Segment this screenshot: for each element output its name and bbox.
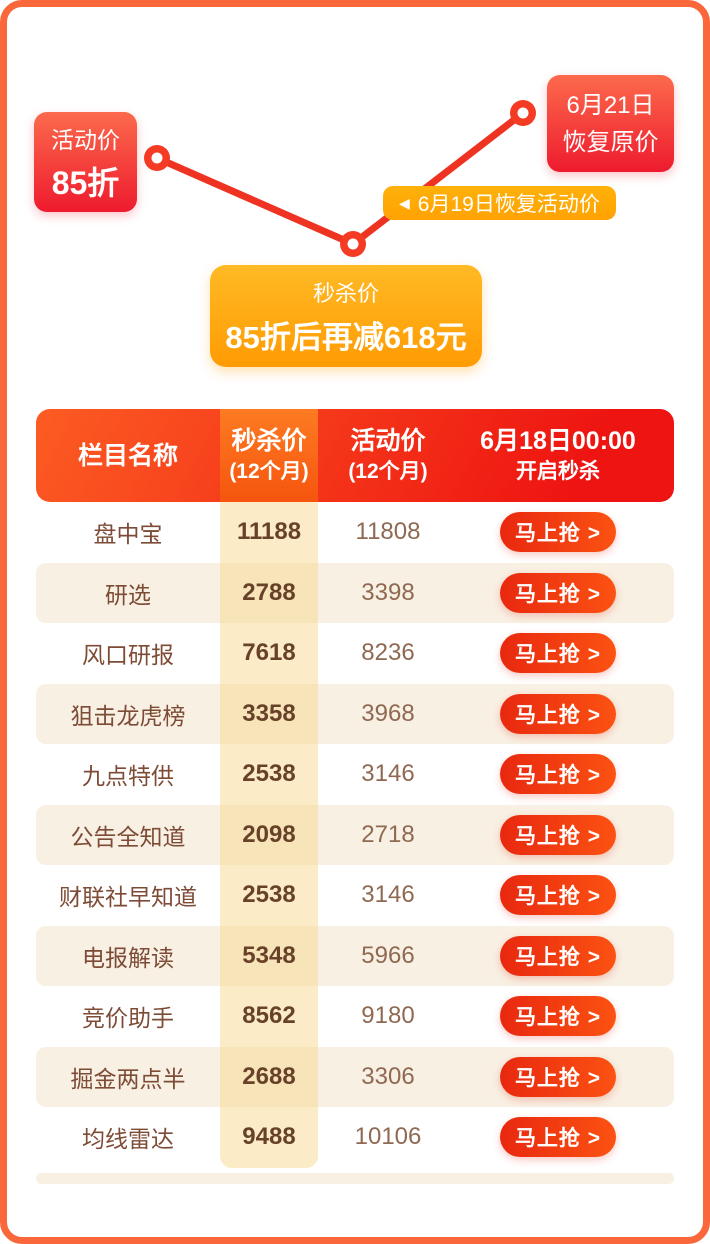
row-activity-price: 3306 bbox=[361, 1062, 415, 1090]
header-column-name: 栏目名称 bbox=[36, 409, 220, 502]
restore-original-date: 6月21日 bbox=[566, 91, 655, 119]
row-product-name: 研选 bbox=[105, 581, 151, 608]
row-product-name: 风口研报 bbox=[82, 642, 174, 669]
seckill-price-label: 秒杀价 bbox=[312, 280, 379, 306]
header-seckill-price: 秒杀价 (12个月) bbox=[220, 409, 318, 502]
grab-now-button[interactable]: 马上抢 > bbox=[500, 633, 616, 674]
price-timeline-line bbox=[144, 100, 536, 257]
row-seckill-price: 2098 bbox=[242, 820, 296, 848]
row-seckill-price: 7618 bbox=[242, 639, 296, 667]
header-seckill-start-label: 开启秒杀 bbox=[516, 460, 600, 483]
table-row: 财联社早知道 2538 3146 马上抢 > bbox=[36, 865, 674, 926]
row-product-name: 狙击龙虎榜 bbox=[70, 702, 186, 729]
row-seckill-price: 9488 bbox=[242, 1123, 296, 1151]
row-activity-price: 10106 bbox=[354, 1123, 422, 1151]
activity-price-label: 活动价 bbox=[51, 126, 120, 153]
restore-activity-label: 6月19日恢复活动价 bbox=[417, 193, 600, 216]
table-row: 研选 2788 3398 马上抢 > bbox=[36, 562, 674, 623]
table-row: 电报解读 5348 5966 马上抢 > bbox=[36, 925, 674, 986]
header-column-name-label: 栏目名称 bbox=[77, 441, 178, 470]
seckill-discount-detail: 85折后再减618元 bbox=[225, 319, 467, 355]
table-row: 盘中宝 11188 11808 马上抢 > bbox=[36, 502, 674, 563]
row-activity-price: 3398 bbox=[361, 578, 415, 606]
row-activity-price: 3146 bbox=[361, 881, 415, 909]
table-body: 盘中宝 11188 11808 马上抢 > 研选 2788 3398 马上抢 >… bbox=[36, 502, 674, 1168]
grab-now-button[interactable]: 马上抢 > bbox=[500, 814, 616, 855]
activity-price-badge: 活动价 85折 bbox=[34, 112, 137, 212]
row-product-name: 竞价助手 bbox=[82, 1005, 174, 1032]
timeline-point-markers bbox=[144, 100, 536, 257]
left-arrow-icon: ◀ bbox=[399, 194, 410, 211]
row-seckill-price: 2538 bbox=[242, 881, 296, 909]
row-seckill-price: 8562 bbox=[242, 1002, 296, 1030]
row-activity-price: 2718 bbox=[361, 820, 415, 848]
header-activity-price: 活动价 (12个月) bbox=[318, 409, 458, 502]
row-product-name: 电报解读 bbox=[82, 944, 174, 971]
grab-now-button[interactable]: 马上抢 > bbox=[500, 875, 616, 916]
seckill-column-header-highlight bbox=[220, 409, 318, 502]
seckill-price-badge: 秒杀价 85折后再减618元 bbox=[210, 265, 482, 367]
grab-now-button[interactable]: 马上抢 > bbox=[500, 512, 616, 553]
seckill-column-highlight bbox=[220, 502, 318, 1168]
row-product-name: 公告全知道 bbox=[70, 823, 186, 850]
grab-now-button[interactable]: 马上抢 > bbox=[500, 1117, 616, 1158]
table-row: 掘金两点半 2688 3306 马上抢 > bbox=[36, 1046, 674, 1107]
row-seckill-price: 2688 bbox=[242, 1062, 296, 1090]
activity-discount-value: 85折 bbox=[51, 164, 120, 201]
row-product-name: 盘中宝 bbox=[93, 521, 163, 548]
restore-activity-pill: ◀ 6月19日恢复活动价 bbox=[383, 186, 616, 220]
grab-now-button[interactable]: 马上抢 > bbox=[500, 693, 616, 734]
price-table: 栏目名称 秒杀价 (12个月) 活动价 (12个月) 6月18日00:00 开启… bbox=[36, 409, 674, 1168]
header-seckill-price-sub: (12个月) bbox=[229, 460, 309, 483]
header-activity-price-sub: (12个月) bbox=[348, 460, 428, 483]
grab-now-button[interactable]: 马上抢 > bbox=[500, 572, 616, 613]
row-activity-price: 5966 bbox=[361, 941, 415, 969]
table-row: 竞价助手 8562 9180 马上抢 > bbox=[36, 986, 674, 1047]
table-row: 狙击龙虎榜 3358 3968 马上抢 > bbox=[36, 683, 674, 744]
row-activity-price: 3968 bbox=[361, 699, 415, 727]
row-product-name: 掘金两点半 bbox=[70, 1065, 186, 1092]
row-seckill-price: 11188 bbox=[236, 518, 302, 546]
row-activity-price: 3146 bbox=[361, 760, 415, 788]
table-row: 风口研报 7618 8236 马上抢 > bbox=[36, 623, 674, 684]
row-seckill-price: 2788 bbox=[242, 578, 296, 606]
row-activity-price: 8236 bbox=[361, 639, 415, 667]
grab-now-button[interactable]: 马上抢 > bbox=[500, 935, 616, 976]
row-product-name: 九点特供 bbox=[82, 763, 174, 790]
row-seckill-price: 5348 bbox=[242, 941, 296, 969]
grab-now-button[interactable]: 马上抢 > bbox=[500, 1056, 616, 1097]
row-seckill-price: 3358 bbox=[242, 699, 296, 727]
row-seckill-price: 2538 bbox=[242, 760, 296, 788]
restore-original-label: 恢复原价 bbox=[562, 128, 659, 156]
row-product-name: 均线雷达 bbox=[82, 1126, 174, 1153]
row-activity-price: 11808 bbox=[355, 518, 421, 546]
table-row: 均线雷达 9488 10106 马上抢 > bbox=[36, 1107, 674, 1168]
restore-original-price-badge: 6月21日 恢复原价 bbox=[547, 75, 674, 172]
header-seckill-start-date: 6月18日00:00 bbox=[480, 427, 636, 455]
table-header: 栏目名称 秒杀价 (12个月) 活动价 (12个月) 6月18日00:00 开启… bbox=[36, 409, 674, 502]
partial-next-row bbox=[36, 1173, 674, 1184]
header-activity-price-label: 活动价 bbox=[350, 427, 426, 455]
header-seckill-price-label: 秒杀价 bbox=[231, 427, 307, 455]
grab-now-button[interactable]: 马上抢 > bbox=[500, 754, 616, 795]
row-product-name: 财联社早知道 bbox=[59, 884, 197, 911]
table-row: 九点特供 2538 3146 马上抢 > bbox=[36, 744, 674, 805]
table-row: 公告全知道 2098 2718 马上抢 > bbox=[36, 804, 674, 865]
row-activity-price: 9180 bbox=[361, 1002, 415, 1030]
header-seckill-start: 6月18日00:00 开启秒杀 bbox=[458, 409, 658, 502]
grab-now-button[interactable]: 马上抢 > bbox=[500, 996, 616, 1037]
